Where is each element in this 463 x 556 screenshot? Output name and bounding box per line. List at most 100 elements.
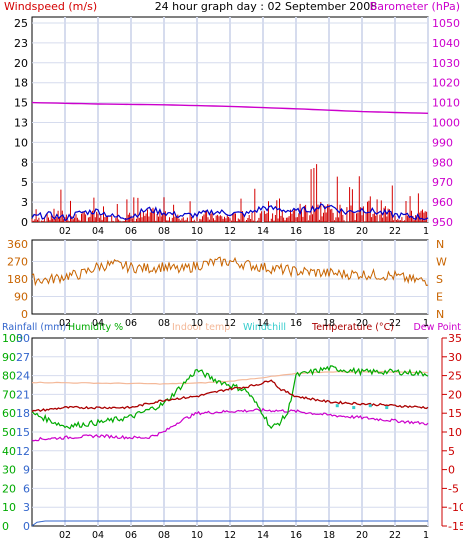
panel-direction-x-tick-label: 22 <box>389 318 401 329</box>
temperature-y-tick-label: 10 <box>448 426 462 439</box>
barometer-y-tick-label: 960 <box>432 196 453 209</box>
panel-temperature-x-tick-label: 18 <box>323 530 335 541</box>
panel-direction-x-tick-label: 06 <box>125 318 137 329</box>
panel-temperature-x-tick-label: 04 <box>92 530 104 541</box>
wind-y-tick-label: 5 <box>21 176 28 189</box>
rainfall-y-tick-label: 15 <box>16 426 30 439</box>
panel-wind-x-tick-label: 1 <box>423 226 429 237</box>
windspeed-axis-label: Windspeed (m/s) <box>4 0 97 13</box>
panel-direction-x-tick-label: 04 <box>92 318 104 329</box>
barometer-y-tick-label: 1040 <box>432 37 460 50</box>
panel-direction-x-tick-label: 16 <box>290 318 302 329</box>
temperature-y-tick-label: 5 <box>448 445 455 458</box>
graph-title: 24 hour graph day : 02 September 2008 <box>155 0 378 13</box>
rainfall-y-tick-label: 6 <box>23 482 30 495</box>
barometer-axis-label: Barometer (hPa) <box>370 0 460 13</box>
barometer-y-tick-label: 1050 <box>432 17 460 30</box>
windchill-point <box>368 404 372 408</box>
barometer-y-tick-label: 1010 <box>432 97 460 110</box>
temperature-y-tick-label: -10 <box>448 501 463 514</box>
wind-gust-series <box>31 164 428 222</box>
rainfall-series <box>31 520 428 527</box>
panel-temperature-x-tick-label: 10 <box>191 530 203 541</box>
compass-tick-label: S <box>436 273 443 286</box>
panel-wind-x-tick-label: 06 <box>125 226 137 237</box>
temperature-y-tick-label: -15 <box>448 520 463 533</box>
barometer-y-tick-label: 1030 <box>432 57 460 70</box>
temperature-y-tick-label: 25 <box>448 370 462 383</box>
wind-y-tick-label: 20 <box>14 57 28 70</box>
direction-y-tick-label: 270 <box>7 256 28 269</box>
rainfall-y-tick-label: 3 <box>23 501 30 514</box>
panel-wind-x-tick-label: 18 <box>323 226 335 237</box>
rainfall-y-tick-label: 9 <box>23 464 30 477</box>
barometer-y-tick-label: 950 <box>432 216 453 229</box>
rainfall-y-tick-label: 0 <box>23 520 30 533</box>
panel-temperature-x-tick-label: 12 <box>224 530 236 541</box>
panel-direction-x-tick-label: 08 <box>158 318 170 329</box>
temperature-y-tick-label: -5 <box>448 482 459 495</box>
panel-direction-x-tick-label: 18 <box>323 318 335 329</box>
indoor-temp-series <box>31 370 429 385</box>
panel-direction-x-tick-label: 1 <box>423 318 429 329</box>
panel-direction-x-tick-label: 12 <box>224 318 236 329</box>
compass-tick-label: N <box>436 238 444 251</box>
humidity-y-tick-label: 70 <box>2 388 16 401</box>
rainfall-y-tick-label: 30 <box>16 332 30 345</box>
legend-rainfall: Rainfall (mm) <box>2 322 66 333</box>
wind-y-tick-label: 18 <box>14 77 28 90</box>
panel-direction-x-tick-label: 10 <box>191 318 203 329</box>
barometer-y-tick-label: 1000 <box>432 117 460 130</box>
humidity-y-tick-label: 80 <box>2 370 16 383</box>
wind-y-tick-label: 23 <box>14 37 28 50</box>
windchill-point <box>385 406 389 410</box>
wind-y-tick-label: 8 <box>21 156 28 169</box>
barometer-y-tick-label: 1020 <box>432 77 460 90</box>
dew-point-series <box>31 407 429 442</box>
rainfall-y-tick-label: 12 <box>16 445 30 458</box>
barometer-series <box>31 101 429 114</box>
barometer-y-tick-label: 990 <box>432 136 453 149</box>
windchill-point <box>352 406 356 410</box>
temperature-y-tick-label: 15 <box>448 407 462 420</box>
windchill-point <box>335 404 339 408</box>
direction-y-tick-label: 180 <box>7 273 28 286</box>
humidity-y-tick-label: 20 <box>2 482 16 495</box>
temperature-y-tick-label: 30 <box>448 351 462 364</box>
panel-direction-x-tick-label: 20 <box>356 318 368 329</box>
panel-temperature-x-tick-label: 06 <box>125 530 137 541</box>
barometer-y-tick-label: 980 <box>432 156 453 169</box>
wind-direction-series <box>31 256 429 287</box>
legend-indoor-temp: Indoor temp <box>172 322 230 333</box>
legend-dew-point: Dew Point <box>413 322 461 333</box>
panel-wind-x-tick-label: 08 <box>158 226 170 237</box>
panel-wind-x-tick-label: 16 <box>290 226 302 237</box>
wind-y-tick-label: 13 <box>14 117 28 130</box>
compass-tick-label: W <box>436 256 447 269</box>
panel-direction-x-tick-label: 02 <box>59 318 71 329</box>
humidity-y-tick-label: 30 <box>2 464 16 477</box>
humidity-y-tick-label: 60 <box>2 407 16 420</box>
panel-direction-x-tick-label: 14 <box>257 318 269 329</box>
wind-y-tick-label: 25 <box>14 17 28 30</box>
wind-y-tick-label: 10 <box>14 136 28 149</box>
panel-temperature-x-tick-label: 02 <box>59 530 71 541</box>
barometer-y-tick-label: 970 <box>432 176 453 189</box>
panel-temperature-x-tick-label: 22 <box>389 530 401 541</box>
direction-y-tick-label: 90 <box>14 291 28 304</box>
compass-tick-label: E <box>436 291 443 304</box>
panel-wind-x-tick-label: 22 <box>389 226 401 237</box>
panel-temperature-x-tick-label: 14 <box>257 530 269 541</box>
humidity-y-tick-label: 0 <box>2 520 9 533</box>
direction-y-tick-label: 360 <box>7 238 28 251</box>
compass-tick-label: N <box>436 308 444 321</box>
wind-y-tick-label: 3 <box>21 196 28 209</box>
legend-humidity: Humidity % <box>68 322 123 333</box>
rainfall-y-tick-label: 21 <box>16 388 30 401</box>
rainfall-y-tick-label: 24 <box>16 370 30 383</box>
panel-wind-x-tick-label: 14 <box>257 226 269 237</box>
panel-wind-x-tick-label: 04 <box>92 226 104 237</box>
panel-temperature-x-tick-label: 1 <box>423 530 429 541</box>
humidity-y-tick-label: 10 <box>2 501 16 514</box>
